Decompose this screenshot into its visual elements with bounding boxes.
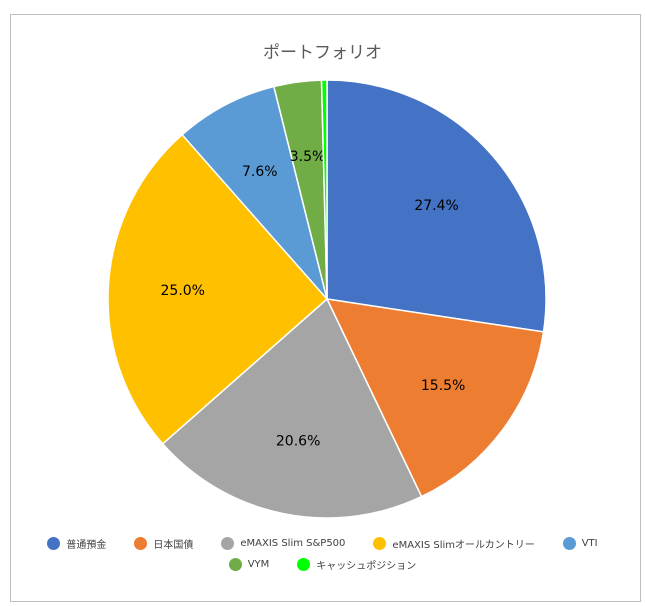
- legend-label: VTI: [581, 538, 598, 549]
- legend-label: VYM: [247, 559, 270, 570]
- legend-item: キャッシュポジション: [297, 557, 416, 572]
- legend-row: VYM キャッシュポジション: [20, 557, 625, 572]
- legend-swatch: [47, 537, 61, 550]
- legend-item: 普通預金: [47, 536, 106, 551]
- legend-swatch: [221, 537, 235, 550]
- pie-slice: [161, 297, 423, 519]
- legend-swatch: [228, 558, 242, 571]
- chart-title: ポートフォリオ: [263, 43, 382, 63]
- legend-row: 普通預金 日本国債 eMAXIS Slim S&P500 eMAXIS Slimオール…: [20, 536, 625, 551]
- pie-slice: [320, 79, 328, 300]
- data-label: 3.5%: [290, 149, 326, 165]
- pie-slice: [326, 79, 547, 333]
- legend-item: eMAXIS Slimオールカントリー: [373, 536, 535, 551]
- legend-swatch: [373, 537, 387, 550]
- legend-label: eMAXIS Slimオールカントリー: [392, 540, 535, 551]
- data-label: 27.4%: [414, 198, 458, 214]
- pie-slice: [325, 298, 545, 498]
- data-label: 7.6%: [242, 164, 278, 180]
- data-label: 25.0%: [161, 283, 205, 299]
- data-label: 15.5%: [421, 378, 465, 394]
- pie-slice: [107, 133, 329, 445]
- legend-swatch: [562, 537, 576, 550]
- legend-label: 普通預金: [66, 540, 107, 551]
- legend-item: VTI: [562, 537, 598, 550]
- legend-item: 日本国債: [134, 536, 193, 551]
- data-label: 20.6%: [276, 434, 320, 450]
- legend-label: キャッシュポジション: [316, 561, 417, 572]
- legend-item: VYM: [228, 558, 270, 571]
- legend-label: 日本国債: [153, 540, 194, 551]
- legend-swatch: [297, 558, 311, 571]
- legend-item: eMAXIS Slim S&P500: [221, 537, 345, 550]
- legend-swatch: [134, 537, 148, 550]
- legend-label: eMAXIS Slim S&P500: [240, 538, 346, 549]
- pie-slice: [181, 85, 328, 300]
